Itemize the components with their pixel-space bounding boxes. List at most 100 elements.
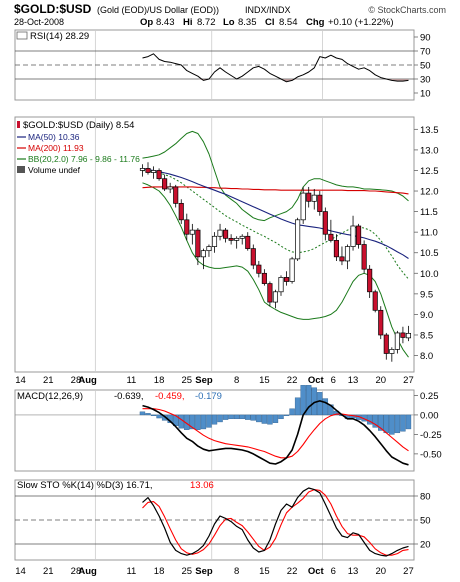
date-axis-label: 22: [287, 375, 298, 386]
macd-histogram-bar: [272, 414, 279, 423]
price-tick-label: 13.0: [420, 145, 439, 156]
price-tick-label: 12.5: [420, 166, 439, 177]
price-candle: [350, 215, 356, 251]
candle-body: [145, 168, 151, 173]
price-candle: [344, 244, 351, 270]
date-axis-label: 6: [331, 566, 336, 577]
macd-histogram-bar: [150, 414, 157, 416]
rsi-legend-text: RSI(14) 28.29: [30, 31, 89, 42]
candle-body: [195, 229, 201, 258]
candle-body: [389, 349, 395, 354]
price-candle: [162, 174, 168, 192]
date-axis-label: Oct: [308, 375, 325, 386]
date-axis-label: 8: [234, 375, 239, 386]
price-candle: [245, 232, 251, 251]
price-candle: [300, 186, 306, 224]
price-candle: [200, 248, 206, 270]
candle-body: [295, 219, 301, 260]
macd-histogram-bar: [261, 414, 268, 424]
price-candle: [189, 223, 195, 245]
price-candle: [328, 219, 334, 243]
candle-body: [228, 237, 234, 241]
candle-body: [378, 309, 384, 336]
candle-body: [217, 229, 223, 237]
price-candle: [223, 228, 229, 243]
candle-body: [367, 268, 373, 293]
rsi-legend: RSI(14) 28.29: [16, 31, 89, 42]
price-candle: [333, 234, 339, 261]
macd-histogram-bar: [267, 414, 273, 425]
price-candle: [317, 191, 323, 216]
quote-high: 8.72: [197, 17, 216, 28]
macd-histogram-bar: [306, 385, 312, 416]
date-axis-label: 28: [71, 566, 82, 577]
price-tick-label: 8.0: [420, 351, 433, 362]
date-axis-label: 21: [43, 566, 54, 577]
macd-histogram-bar: [294, 397, 301, 416]
date-axis-label: 18: [154, 375, 165, 386]
macd-legend-signal: -0.459,: [155, 391, 185, 402]
date-axis-label: 25: [182, 375, 193, 386]
rsi-panel: 90 70 50 30 10: [14, 29, 431, 101]
macd-tick-label: 0.00: [420, 410, 439, 421]
candle-body: [156, 170, 162, 180]
date-axis-label: 13: [348, 375, 359, 386]
quote-open: 8.43: [156, 17, 175, 28]
price-candle: [150, 166, 157, 179]
price-candle: [195, 228, 201, 266]
price-tick-label: 13.5: [420, 125, 439, 136]
candle-body: [278, 277, 284, 293]
candle-body: [400, 332, 406, 338]
stochastic-tick-label: 20: [420, 540, 431, 551]
candle-body: [289, 258, 295, 282]
date-axis-label: 27: [403, 375, 414, 386]
macd-histogram-bar: [139, 411, 146, 416]
rsi-tick-label: 10: [420, 89, 431, 100]
stochastic-d-line: [142, 489, 409, 556]
stochastic-panel: 80 50 20: [14, 479, 431, 561]
candle-body: [234, 237, 240, 241]
candle-body: [167, 186, 173, 190]
price-tick-label: 11.5: [420, 207, 438, 218]
ma50-line: [142, 167, 409, 259]
candle-body: [372, 291, 378, 311]
price-candle: [184, 213, 190, 241]
macd-histogram-bar: [289, 408, 295, 416]
candle-body: [283, 277, 290, 282]
macd-legend-main: MACD(12,26,9): [17, 391, 83, 402]
date-axis-label: 20: [375, 566, 386, 577]
stochastic-legend: Slow STO %K(14) %D(3) 16.71, 13.06: [17, 480, 214, 491]
macd-legend: MACD(12,26,9) -0.639, -0.459, -0.179: [17, 391, 222, 402]
candle-body: [322, 211, 328, 235]
stochastic-k-line: [142, 487, 409, 557]
price-candle: [173, 184, 179, 208]
quote-low-label: Lo: [223, 17, 235, 28]
macd-histogram-bar: [156, 414, 162, 419]
candle-body: [333, 240, 339, 258]
quote-high-label: Hi: [183, 17, 193, 28]
price-candle: [339, 246, 345, 266]
macd-legend-hist: -0.179: [195, 391, 222, 402]
price-candle: [228, 234, 234, 245]
volume-legend-swatch: [17, 166, 25, 173]
macd-panel: 0.25 0.00 -0.25 -0.50: [14, 385, 442, 472]
price-candle: [156, 168, 162, 181]
candle-body: [162, 178, 168, 190]
price-candle: [283, 271, 290, 286]
candle-body: [361, 244, 367, 270]
candle-body: [344, 246, 351, 262]
volume-legend-text: Volume undef: [28, 165, 81, 175]
macd-histogram-bar: [400, 414, 406, 432]
price-tick-label: 10.0: [420, 269, 439, 280]
date-axis-label: Sep: [195, 566, 213, 577]
macd-histogram-bar: [366, 414, 373, 425]
date-axis-label: 20: [375, 375, 386, 386]
macd-frame: [14, 389, 415, 472]
stochastic-legend-main: Slow STO %K(14) %D(3) 16.71,: [17, 480, 153, 491]
date-axis-label: Sep: [195, 375, 213, 386]
price-candle: [145, 162, 151, 175]
quote-open-label: Op: [140, 17, 153, 28]
date-axis-label: 11: [126, 566, 136, 577]
ma200-legend-text: MA(200) 11.93: [28, 143, 84, 153]
candle-body: [317, 194, 323, 212]
